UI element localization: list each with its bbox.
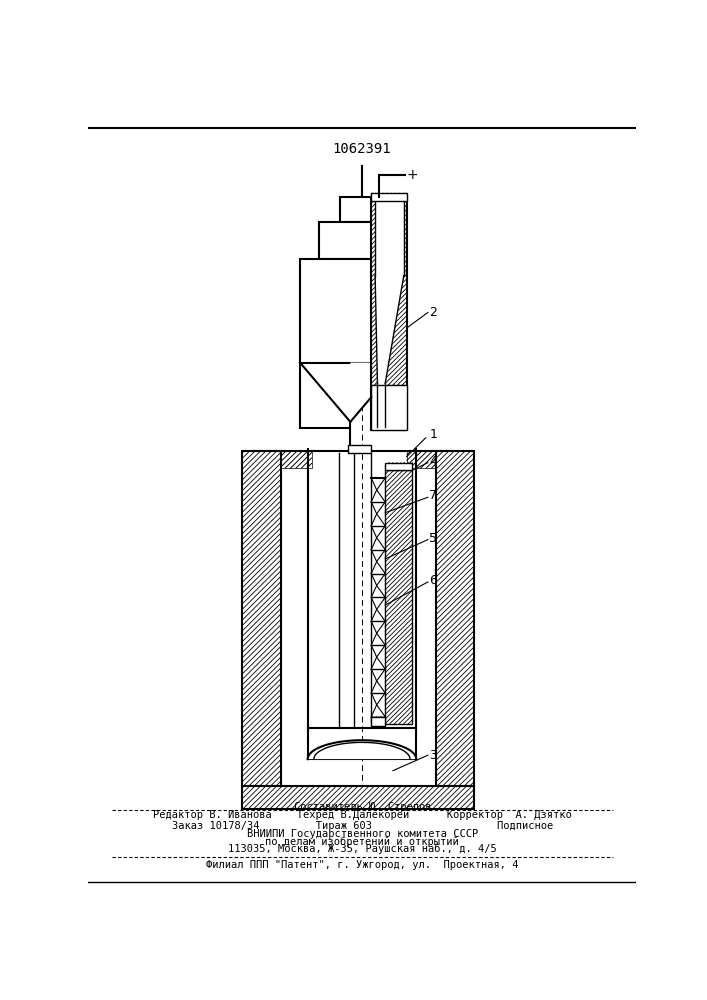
- Text: 5: 5: [429, 532, 438, 545]
- Bar: [253, 451, 312, 468]
- Text: Заказ 10178/34         Тираж 603                    Подписное: Заказ 10178/34 Тираж 603 Подписное: [172, 821, 553, 831]
- Text: Составитель Ю. Стрелов: Составитель Ю. Стрелов: [293, 802, 431, 812]
- Bar: [340, 197, 371, 222]
- Text: 1: 1: [429, 428, 437, 441]
- Bar: [371, 717, 385, 726]
- Polygon shape: [308, 740, 416, 759]
- Text: 113035, Москва, Ж-35, Раушская наб., д. 4/5: 113035, Москва, Ж-35, Раушская наб., д. …: [228, 844, 497, 854]
- Bar: [385, 470, 412, 724]
- Bar: [348, 445, 371, 453]
- Text: 7: 7: [429, 489, 438, 502]
- Bar: [371, 193, 407, 201]
- Text: 3: 3: [429, 749, 437, 762]
- Bar: [371, 197, 407, 430]
- Text: 2: 2: [429, 306, 437, 319]
- Polygon shape: [300, 363, 371, 422]
- Text: Редактор В. Иванова    Техред В.Далекорей      Корректор  А. Дзятко: Редактор В. Иванова Техред В.Далекорей К…: [153, 809, 572, 820]
- Bar: [300, 259, 371, 363]
- Text: ВНИИПИ Государственного комитета СССР: ВНИИПИ Государственного комитета СССР: [247, 829, 478, 839]
- Text: по делам изобретений и открытий: по делам изобретений и открытий: [265, 836, 460, 847]
- Bar: [371, 385, 407, 430]
- Polygon shape: [375, 199, 404, 427]
- Text: 4: 4: [429, 455, 437, 468]
- Bar: [320, 222, 371, 259]
- Text: 1062391: 1062391: [332, 142, 391, 156]
- Text: +: +: [406, 168, 418, 182]
- Bar: [242, 451, 281, 786]
- Bar: [407, 451, 448, 468]
- Text: 6: 6: [429, 574, 437, 587]
- Text: Филиал ППП "Патент", г. Ужгород, ул.  Проектная, 4: Филиал ППП "Патент", г. Ужгород, ул. Про…: [206, 860, 519, 870]
- Bar: [242, 786, 474, 809]
- Bar: [385, 463, 412, 470]
- Bar: [436, 451, 474, 786]
